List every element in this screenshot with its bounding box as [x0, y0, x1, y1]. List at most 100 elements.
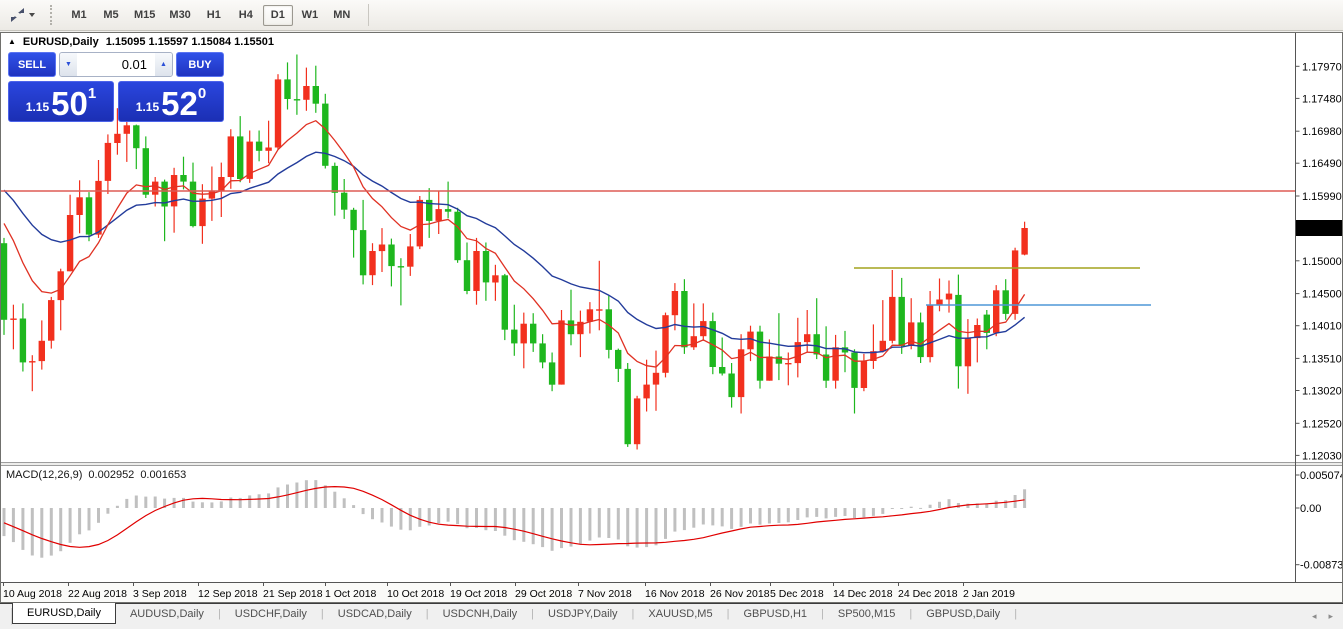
svg-text:29 Oct 2018: 29 Oct 2018 [515, 588, 572, 600]
tab-audusd-daily[interactable]: AUDUSD,Daily [129, 608, 204, 620]
one-click-trading-panel: SELL ▼ ▲ BUY 1.15 50 1 1.15 52 0 [8, 52, 224, 122]
tab-usdjpy-daily[interactable]: USDJPY,Daily [548, 608, 618, 620]
svg-text:21 Sep 2018: 21 Sep 2018 [263, 588, 323, 600]
tab-divider: | [631, 608, 635, 620]
lot-stepper: ▼ ▲ [59, 52, 173, 77]
svg-text:2 Jan 2019: 2 Jan 2019 [963, 588, 1015, 600]
symbol-label: ▲ EURUSD,Daily 1.15095 1.15597 1.15084 1… [8, 36, 274, 48]
toolbar-drag-handle[interactable] [50, 5, 54, 25]
svg-text:3 Sep 2018: 3 Sep 2018 [133, 588, 187, 600]
tab-bar-gutter [0, 608, 12, 625]
sell-price-big: 50 [51, 84, 88, 122]
svg-text:1.14500: 1.14500 [1302, 289, 1342, 301]
timeframe-button-m5[interactable]: M5 [96, 5, 126, 26]
swap-arrows-icon [11, 8, 24, 22]
svg-text:1.14010: 1.14010 [1302, 321, 1342, 333]
ma-slow-line [3, 151, 1026, 354]
price-chart-canvas[interactable]: 1.179701.174801.169801.164901.159901.150… [0, 32, 1343, 603]
sell-price-pipette: 1 [87, 85, 97, 102]
chart-tabs: EURUSD,Daily AUDUSD,Daily | USDCHF,Daily | US… [12, 603, 1018, 629]
buy-price-big: 52 [161, 84, 198, 122]
tab-gbpusd-daily[interactable]: GBPUSD,Daily [926, 608, 1001, 620]
svg-text:22 Aug 2018: 22 Aug 2018 [68, 588, 127, 600]
svg-text:1.13020: 1.13020 [1302, 386, 1342, 398]
buy-price-display[interactable]: 1.15 52 0 [118, 81, 224, 122]
symbol-ohlc-values: 1.15095 1.15597 1.15084 1.15501 [105, 36, 274, 48]
lot-input[interactable] [77, 53, 155, 76]
tab-scroll-right-icon[interactable]: ▸ [1328, 611, 1333, 621]
timeframe-button-m30[interactable]: M30 [163, 5, 196, 26]
tab-sp500-m15[interactable]: SP500,M15 [837, 608, 896, 620]
svg-text:10 Aug 2018: 10 Aug 2018 [3, 588, 62, 600]
svg-text:14 Dec 2018: 14 Dec 2018 [833, 588, 893, 600]
tab-divider: | [425, 608, 429, 620]
tab-usdcad-daily[interactable]: USDCAD,Daily [337, 608, 412, 620]
sell-price-display[interactable]: 1.15 50 1 [8, 81, 114, 122]
horizontal-level-lines[interactable] [0, 190, 1295, 306]
svg-text:1 Oct 2018: 1 Oct 2018 [325, 588, 377, 600]
ma-fast-line [3, 119, 1026, 368]
timeframe-button-m1[interactable]: M1 [64, 5, 94, 26]
buy-price-pipette: 0 [197, 85, 207, 102]
svg-text:1.15000: 1.15000 [1302, 256, 1342, 268]
timeframe-button-h4[interactable]: H4 [231, 5, 261, 26]
tab-scroll-left-icon[interactable]: ◂ [1311, 611, 1317, 621]
buy-price-prefix: 1.15 [135, 100, 160, 114]
tab-eurusd-daily[interactable]: EURUSD,Daily [12, 603, 116, 624]
tab-divider: | [909, 608, 913, 620]
tab-gbpusd-h1[interactable]: GBPUSD,H1 [743, 608, 808, 620]
svg-text:1.13510: 1.13510 [1302, 353, 1342, 365]
timeframe-button-h1[interactable]: H1 [199, 5, 229, 26]
chart-background [0, 32, 1343, 603]
macd-indicator-label: MACD(12,26,9) 0.002952 0.001653 [6, 469, 186, 481]
buy-button[interactable]: BUY [176, 52, 224, 77]
toolbar-separator [367, 4, 369, 26]
svg-text:1.12030: 1.12030 [1302, 450, 1342, 462]
svg-text:1.12520: 1.12520 [1302, 418, 1342, 430]
svg-text:16 Nov 2018: 16 Nov 2018 [645, 588, 705, 600]
panel-splitter[interactable] [0, 462, 1343, 466]
svg-text:0.00: 0.00 [1300, 503, 1321, 515]
tab-divider: | [821, 608, 824, 620]
symbol-name: EURUSD,Daily [22, 36, 99, 48]
svg-text:1.17970: 1.17970 [1302, 61, 1342, 73]
sell-button[interactable]: SELL [8, 52, 56, 77]
chart-tab-bar: EURUSD,Daily AUDUSD,Daily | USDCHF,Daily | US… [0, 603, 1343, 629]
collapse-triangle-icon: ▲ [8, 37, 16, 46]
svg-text:10 Oct 2018: 10 Oct 2018 [387, 588, 444, 600]
macd-signal-value: 0.001653 [140, 469, 187, 481]
timeframe-button-w1[interactable]: W1 [295, 5, 325, 26]
lot-decrease-button[interactable]: ▼ [60, 53, 77, 76]
macd-name: MACD(12,26,9) [6, 469, 83, 481]
timeframe-button-mn[interactable]: MN [327, 5, 357, 26]
svg-text:1.17480: 1.17480 [1302, 93, 1342, 105]
lot-increase-button[interactable]: ▲ [155, 53, 172, 76]
svg-text:1.15990: 1.15990 [1302, 191, 1342, 203]
svg-text:0.005074: 0.005074 [1300, 470, 1343, 482]
sell-price-prefix: 1.15 [25, 100, 50, 114]
svg-text:-0.00873: -0.00873 [1300, 560, 1343, 572]
svg-text:7 Nov 2018: 7 Nov 2018 [578, 588, 632, 600]
svg-text:12 Sep 2018: 12 Sep 2018 [198, 588, 258, 600]
tab-usdcnh-daily[interactable]: USDCNH,Daily [442, 608, 518, 620]
macd-axis: 0.005074 0.00 -0.00873 [1295, 470, 1343, 572]
time-axis: 10 Aug 2018 22 Aug 2018 3 Sep 2018 12 Sep 2… [0, 582, 1343, 603]
tab-divider: | [531, 608, 535, 620]
tab-divider: | [1014, 608, 1018, 620]
timeframe-button-m15[interactable]: M15 [128, 5, 161, 26]
svg-text:26 Nov 2018: 26 Nov 2018 [710, 588, 770, 600]
tab-divider: | [217, 608, 221, 620]
timeframe-button-d1[interactable]: D1 [262, 4, 293, 26]
tab-scroll-buttons: ◂ ▸ [1312, 604, 1343, 629]
timeframe-buttons: M1 M5 M15 M30 H1 H4 D1 W1 MN [63, 4, 358, 26]
chart-shift-button[interactable] [6, 5, 39, 25]
macd-signal-line [3, 485, 1025, 548]
macd-main-value: 0.002952 [88, 469, 135, 481]
svg-text:1.15501: 1.15501 [1300, 223, 1340, 235]
price-axis: 1.17970 1.17480 1.16980 1.16490 1.15990 1.150… [1295, 32, 1342, 582]
svg-text:1.16980: 1.16980 [1302, 126, 1342, 138]
svg-text:5 Dec 2018: 5 Dec 2018 [770, 588, 824, 600]
tab-xauusd-m5[interactable]: XAUUSD,M5 [648, 608, 713, 620]
tab-usdchf-daily[interactable]: USDCHF,Daily [234, 608, 307, 620]
chart-window: 1.17970 1.17480 1.16980 1.16490 1.15990 1.150… [0, 32, 1343, 603]
